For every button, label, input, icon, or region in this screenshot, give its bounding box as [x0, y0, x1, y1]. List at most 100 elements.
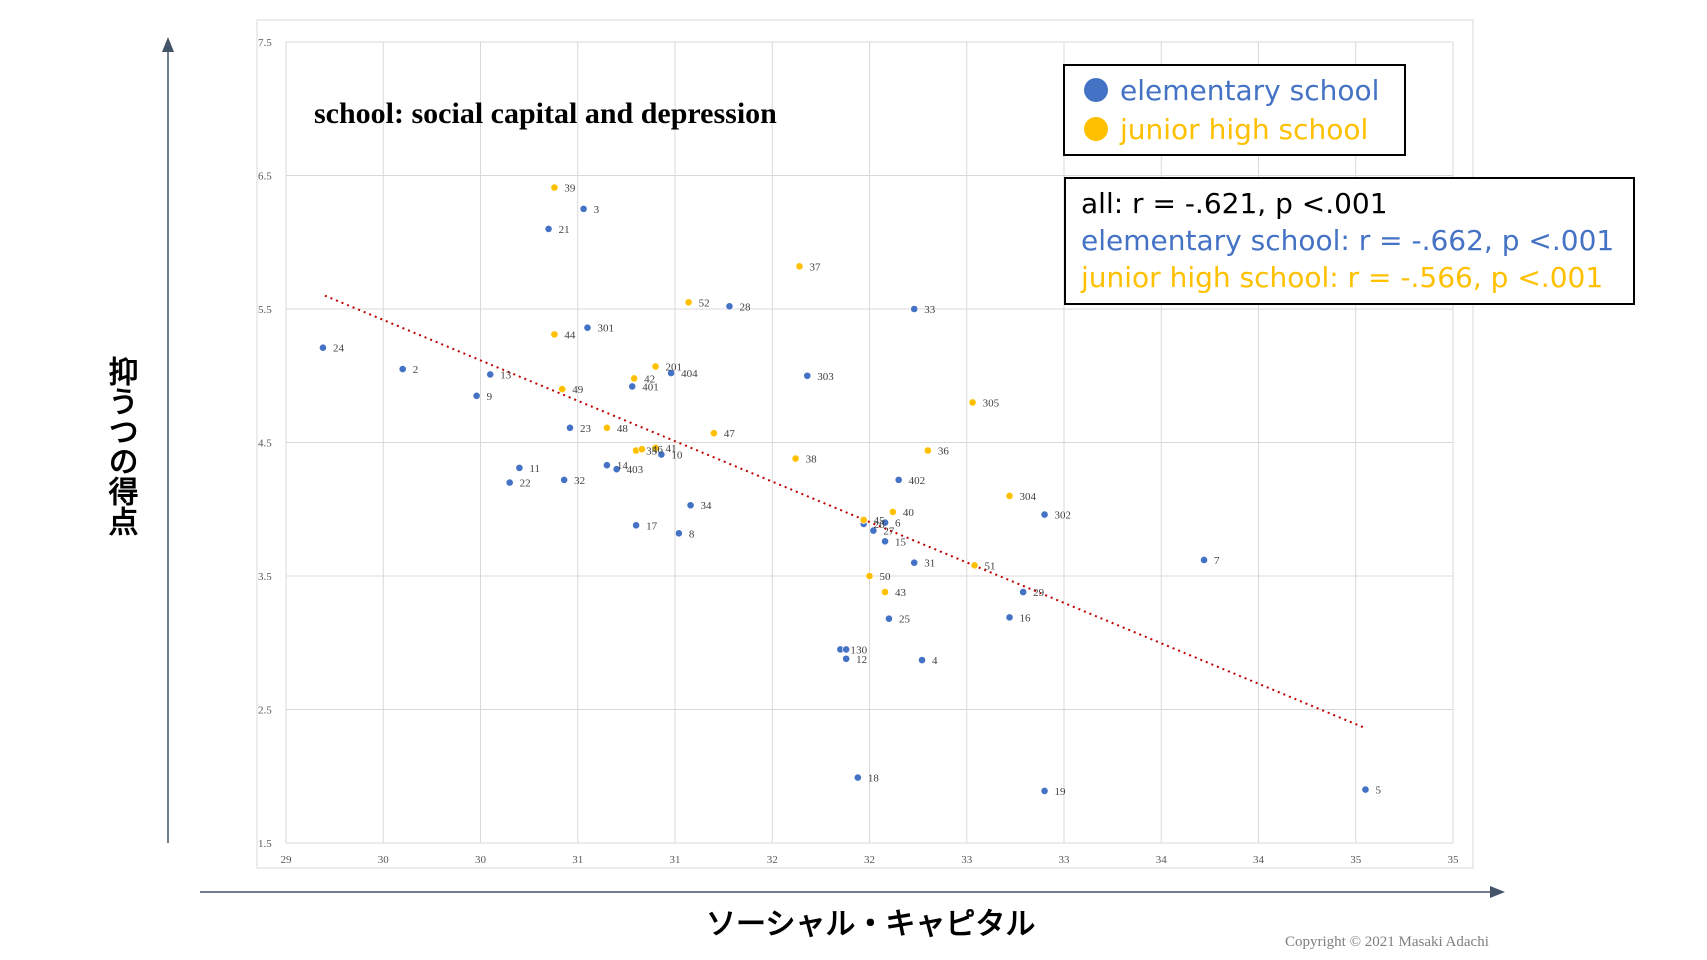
- point-label: 4: [932, 655, 938, 667]
- x-tick-label: 29: [281, 854, 293, 866]
- copyright-notice: Copyright © 2021 Masaki Adachi: [1285, 934, 1489, 950]
- point-elementary: [686, 501, 695, 510]
- point-label: 303: [817, 371, 834, 383]
- tick-labels: 29 30 30 31 31 32 32 33 33 34 34 35 351.52.53.54.55.…: [258, 37, 1459, 866]
- point-elementary: [910, 305, 919, 313]
- point-label: 50: [880, 571, 892, 583]
- point-label: 28: [739, 301, 751, 313]
- point-label: 403: [627, 464, 644, 476]
- point-label: 25: [899, 614, 911, 626]
- point-elementary: [1200, 556, 1208, 564]
- point-label: 302: [1055, 510, 1072, 522]
- point-junior-high: [603, 423, 611, 432]
- point-elementary: [579, 204, 588, 213]
- legend-label-elementary: elementary school: [1120, 74, 1379, 107]
- point-label: 33: [924, 304, 936, 316]
- point-label: 11: [529, 463, 540, 475]
- point-junior-high: [558, 385, 567, 393]
- point-elementary: [603, 461, 611, 470]
- point-junior-high: [865, 572, 874, 580]
- point-label: 3: [594, 204, 600, 216]
- point-label: 201: [666, 361, 683, 373]
- point-elementary: [657, 450, 666, 459]
- point-label: 10: [671, 450, 683, 462]
- y-tick-label: 3.5: [258, 571, 272, 583]
- point-label: 8: [689, 528, 695, 540]
- x-arrowhead-icon: [1490, 886, 1505, 898]
- x-tick-label: 33: [1059, 854, 1071, 866]
- legend-marker-junior: [1084, 117, 1108, 141]
- point-label: 38: [806, 454, 818, 466]
- point-elementary: [398, 365, 407, 373]
- point-junior-high: [1005, 491, 1014, 500]
- data-point-labels: 1234567891011121314151617181921222324252…: [333, 183, 1382, 798]
- point-elementary: [583, 323, 592, 332]
- point-elementary: [725, 302, 734, 311]
- point-elementary: [910, 558, 919, 567]
- point-label: 304: [1020, 491, 1037, 503]
- point-junior-high: [923, 446, 932, 455]
- y-tick-label: 7.5: [258, 37, 272, 49]
- point-label: 42: [644, 373, 655, 385]
- point-junior-high: [795, 262, 804, 271]
- legend-box: [1063, 64, 1406, 156]
- point-elementary: [1361, 785, 1370, 794]
- point-label: 301: [597, 323, 614, 335]
- point-label: 15: [895, 536, 907, 548]
- stats-elementary: elementary school: r = -.662, p <.001: [1081, 224, 1614, 257]
- point-junior-high: [651, 362, 660, 371]
- point-label: 404: [681, 368, 698, 380]
- point-label: 23: [580, 423, 592, 435]
- point-label: 36: [938, 446, 950, 458]
- point-label: 1: [850, 644, 856, 656]
- point-elementary: [515, 463, 524, 472]
- point-label: 40: [903, 507, 915, 519]
- point-junior-high: [550, 183, 559, 192]
- stats-box: [1064, 177, 1635, 305]
- y-arrowhead-icon: [162, 37, 174, 52]
- point-elementary: [853, 773, 862, 782]
- point-label: 39: [564, 183, 576, 195]
- point-elementary: [881, 518, 889, 527]
- x-tick-label: 31: [572, 854, 583, 866]
- point-label: 29: [1033, 587, 1045, 599]
- data-points: [319, 183, 1370, 795]
- x-tick-label: 35: [1448, 854, 1460, 866]
- point-elementary: [842, 654, 851, 663]
- point-label: 45: [874, 515, 886, 527]
- point-label: 401: [642, 381, 659, 393]
- x-tick-label: 35: [1350, 854, 1362, 866]
- y-tick-label: 1.5: [258, 838, 272, 850]
- x-tick-label: 32: [767, 854, 778, 866]
- point-label: 31: [924, 558, 935, 570]
- point-junior-high: [791, 454, 800, 463]
- point-label: 22: [520, 478, 531, 490]
- x-axis-title: ソーシャル・キャピタル: [706, 907, 1035, 942]
- point-elementary: [918, 656, 926, 665]
- point-elementary: [881, 537, 889, 546]
- point-label: 43: [895, 587, 907, 599]
- y-tick-label: 4.5: [258, 438, 272, 450]
- point-label: 32: [574, 475, 585, 487]
- point-label: 24: [333, 343, 345, 355]
- trendline: [324, 294, 1366, 730]
- point-elementary: [1040, 787, 1049, 795]
- stats-all: all: r = -.621, p <.001: [1081, 187, 1388, 220]
- point-label: 51: [985, 560, 996, 572]
- point-elementary: [667, 369, 676, 377]
- point-elementary: [885, 614, 893, 623]
- point-elementary: [472, 391, 481, 400]
- plot-frame: [256, 19, 1474, 869]
- point-label: 27: [883, 526, 895, 538]
- point-label: 35: [646, 446, 658, 458]
- point-elementary: [842, 645, 851, 654]
- point-junior-high: [888, 508, 897, 516]
- point-label: 402: [909, 475, 926, 487]
- point-junior-high: [968, 398, 977, 407]
- point-label: 2: [413, 364, 419, 376]
- point-label: 19: [1055, 786, 1067, 798]
- point-junior-high: [651, 443, 660, 452]
- x-tick-label: 30: [378, 854, 390, 866]
- x-tick-label: 31: [670, 854, 681, 866]
- x-tick-label: 34: [1253, 854, 1265, 866]
